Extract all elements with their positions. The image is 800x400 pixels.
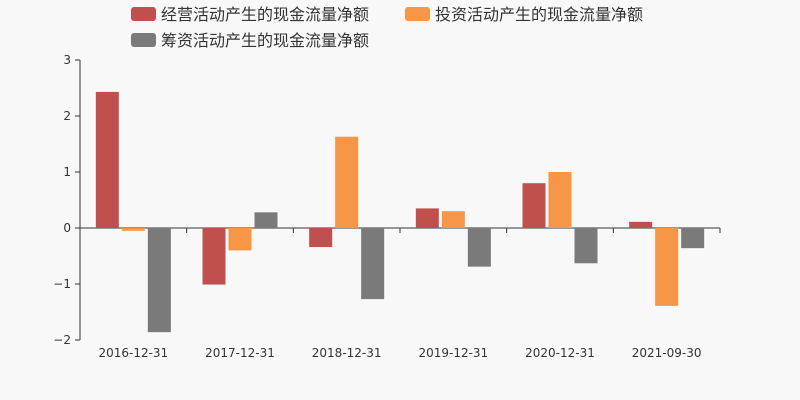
y-tick-label: 3: [63, 53, 71, 67]
legend-swatch-series-1: [131, 7, 156, 21]
bar-series-3-2016-12-31: [147, 228, 171, 333]
bar-series-1-2020-12-31: [522, 183, 546, 228]
bar-series-2-2018-12-31: [335, 136, 359, 228]
x-tick-label: 2018-12-31: [312, 346, 382, 360]
bar-series-1-2018-12-31: [309, 228, 333, 248]
bar-series-1-2019-12-31: [415, 208, 439, 228]
x-tick-label: 2017-12-31: [205, 346, 275, 360]
bars: [95, 91, 705, 333]
bar-series-3-2021-09-30: [681, 228, 705, 249]
y-tick-label: −1: [53, 277, 71, 291]
x-tick-label: 2019-12-31: [418, 346, 488, 360]
bar-series-2-2020-12-31: [548, 172, 572, 228]
bar-series-2-2019-12-31: [441, 211, 465, 228]
bar-series-2-2016-12-31: [121, 228, 145, 231]
bar-series-1-2017-12-31: [202, 228, 226, 285]
x-tick-label: 2021-09-30: [632, 346, 702, 360]
legend-swatch-series-2: [405, 7, 430, 21]
x-tick-label: 2020-12-31: [525, 346, 595, 360]
x-tick-label: 2016-12-31: [98, 346, 168, 360]
y-tick-label: 2: [63, 109, 71, 123]
bar-series-3-2019-12-31: [467, 228, 491, 267]
y-tick-label: 1: [63, 165, 71, 179]
legend-swatch-series-3: [131, 33, 156, 47]
bar-series-1-2021-09-30: [629, 221, 653, 228]
bar-series-2-2017-12-31: [228, 228, 252, 251]
axes: −2 −1 0 1 2 3 2016-12-31 2017-12-31 2018-12-31 20…: [53, 53, 721, 360]
legend-label-series-2: 投资活动产生的现金流量净额: [435, 5, 643, 24]
bar-series-2-2021-09-30: [655, 228, 679, 306]
bar-series-3-2020-12-31: [574, 228, 598, 264]
y-tick-label: −2: [53, 333, 71, 347]
legend-label-series-1: 经营活动产生的现金流量净额: [161, 5, 369, 24]
legend-label-series-3: 筹资活动产生的现金流量净额: [161, 31, 369, 50]
y-tick-label: 0: [63, 221, 71, 235]
bar-series-1-2016-12-31: [95, 91, 119, 228]
bar-series-3-2018-12-31: [361, 228, 385, 300]
bar-series-3-2017-12-31: [254, 212, 278, 228]
